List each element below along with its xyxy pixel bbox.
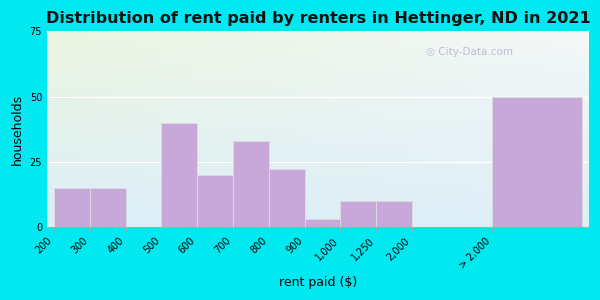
Bar [305, 219, 340, 227]
Bar [161, 122, 197, 227]
Title: Distribution of rent paid by renters in Hettinger, ND in 2021: Distribution of rent paid by renters in … [46, 11, 590, 26]
Bar [376, 201, 412, 227]
Text: ◎ City-Data.com: ◎ City-Data.com [427, 47, 514, 57]
X-axis label: rent paid ($): rent paid ($) [279, 276, 357, 289]
Bar [197, 175, 233, 227]
Bar [90, 188, 126, 227]
Bar [340, 201, 376, 227]
Bar [493, 97, 582, 227]
Y-axis label: households: households [11, 94, 24, 165]
Bar [233, 141, 269, 227]
Bar [269, 169, 305, 227]
Bar [54, 188, 90, 227]
